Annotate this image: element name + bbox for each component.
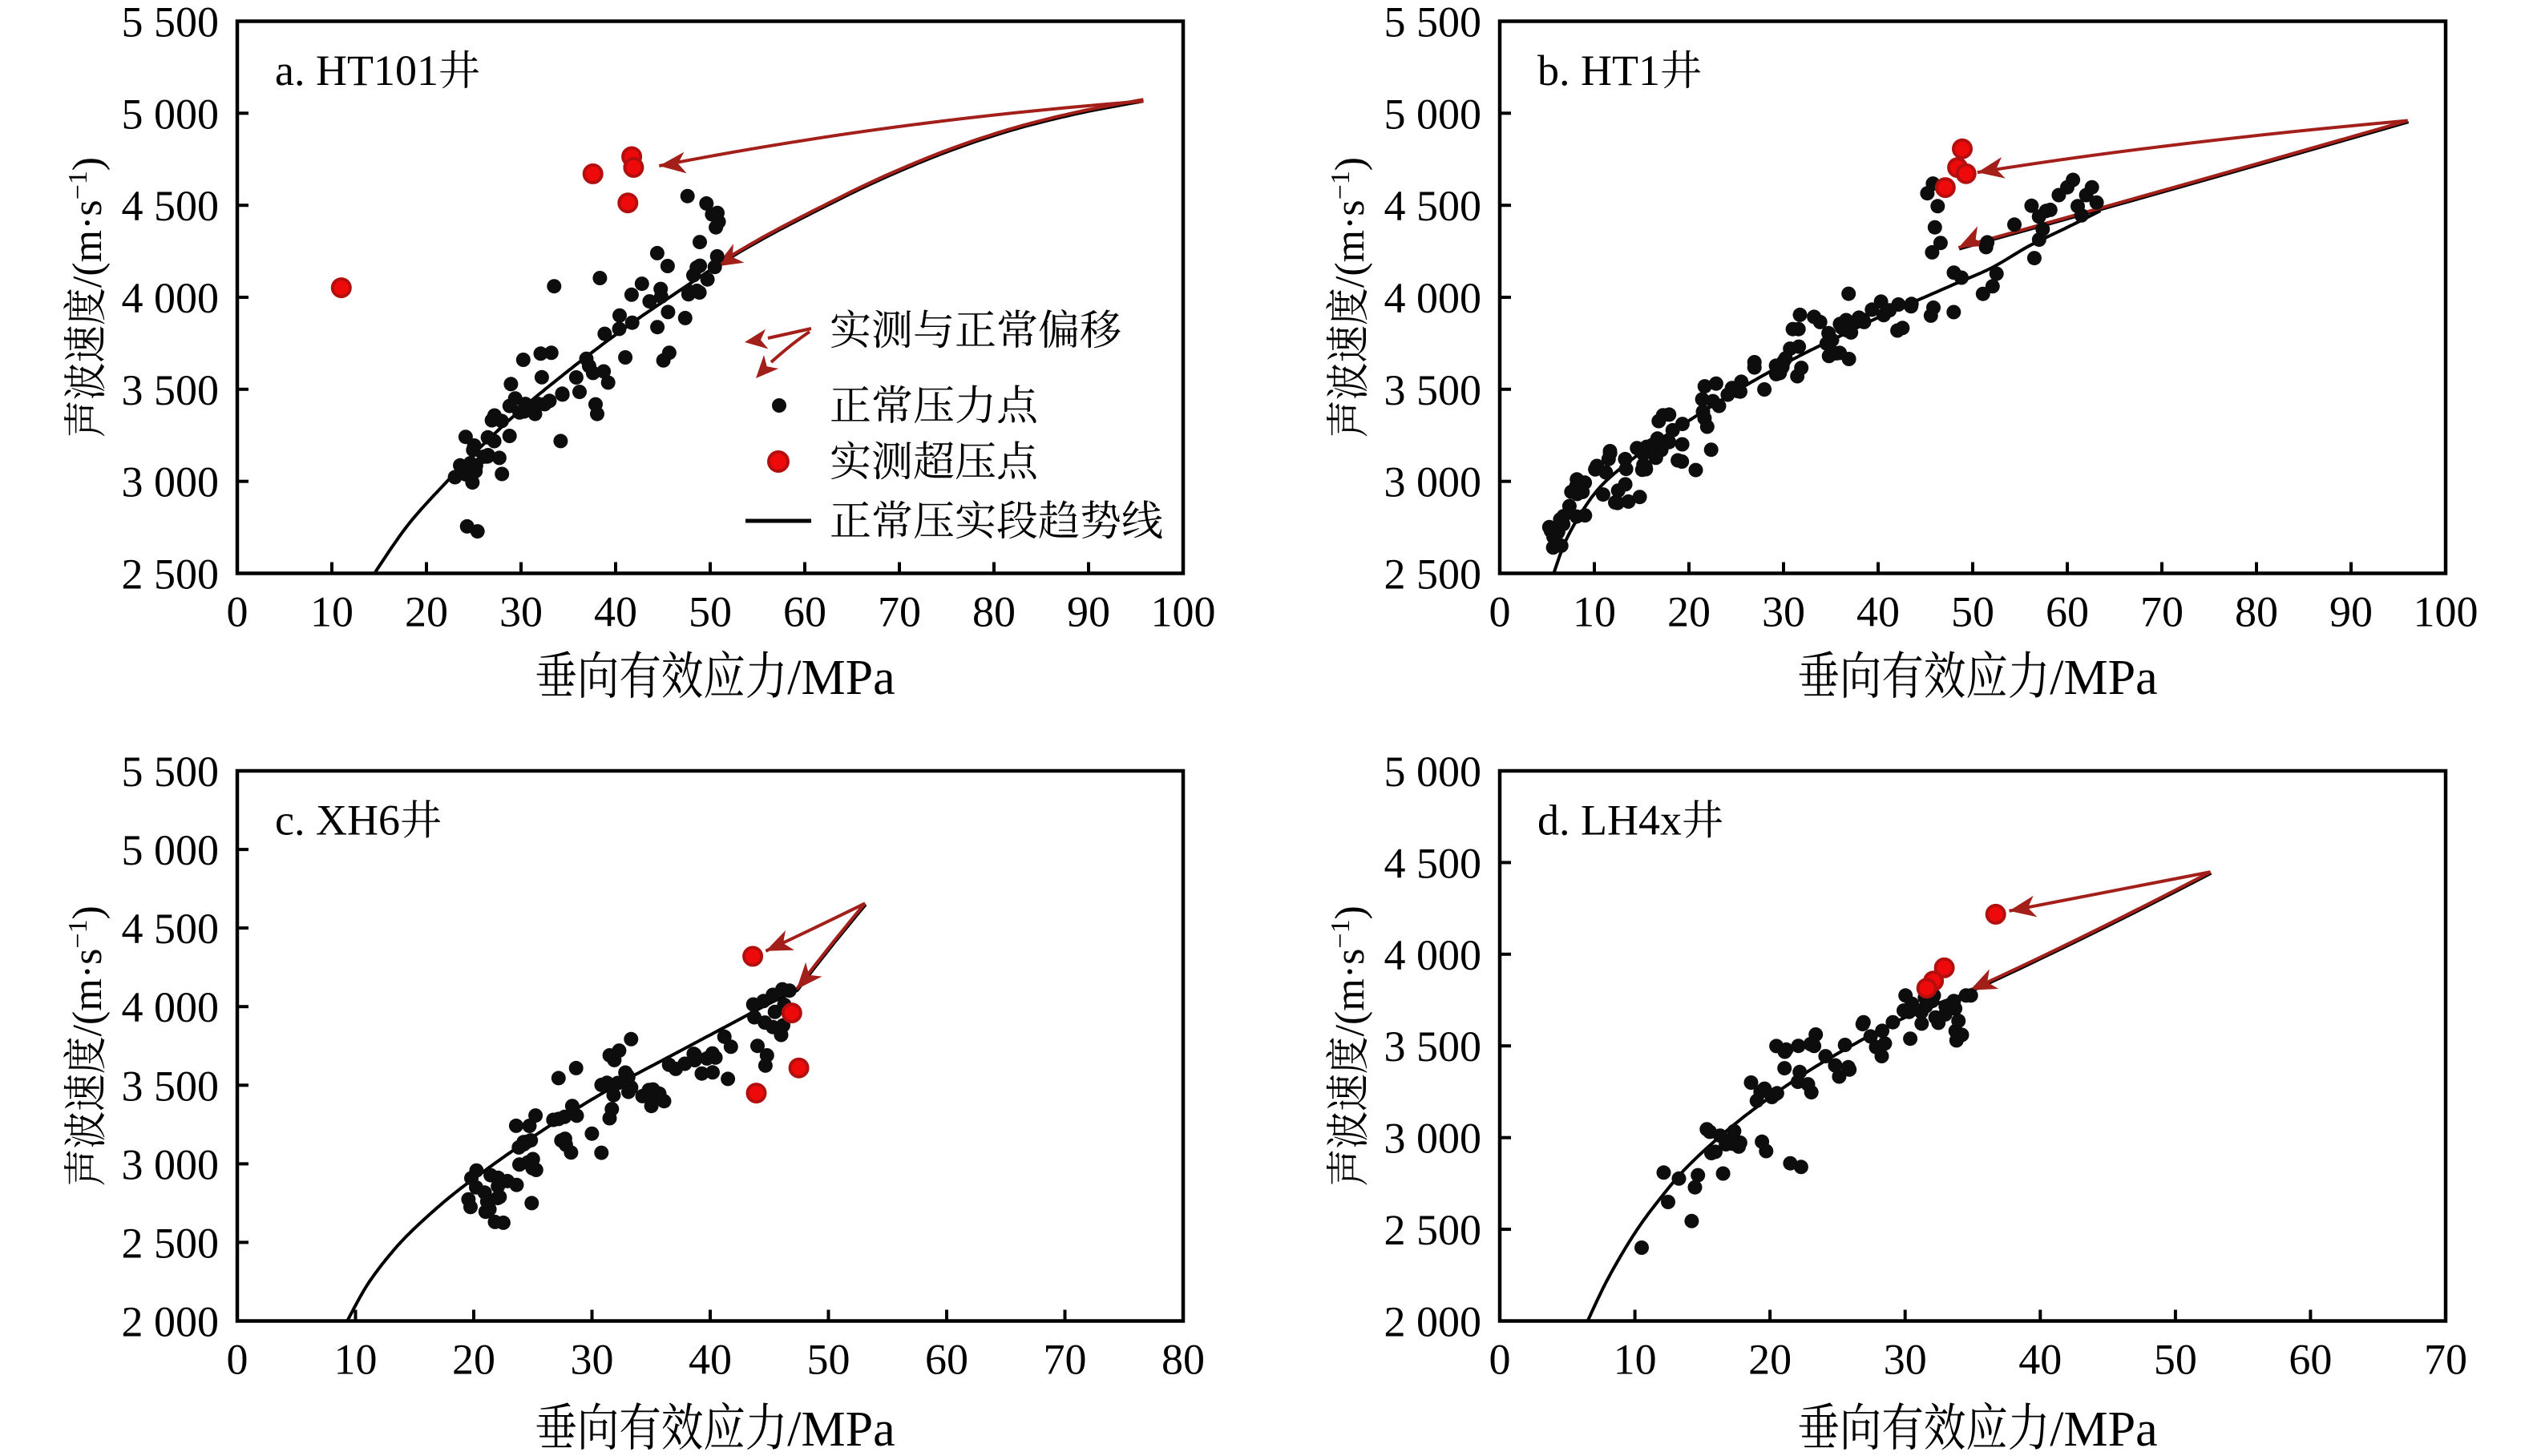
svg-text:50: 50 bbox=[1951, 588, 1994, 636]
svg-text:100: 100 bbox=[1151, 588, 1216, 636]
svg-text:/MPa: /MPa bbox=[2050, 651, 2157, 705]
svg-text:20: 20 bbox=[405, 588, 448, 636]
svg-text:10: 10 bbox=[334, 1336, 378, 1384]
svg-text:3 000: 3 000 bbox=[122, 458, 220, 506]
svg-text:10: 10 bbox=[310, 588, 354, 636]
svg-text:0: 0 bbox=[227, 588, 248, 636]
svg-text:2 500: 2 500 bbox=[1384, 551, 1482, 599]
svg-text:60: 60 bbox=[2046, 588, 2089, 636]
svg-text:4 500: 4 500 bbox=[122, 905, 220, 953]
svg-text:−1: −1 bbox=[1326, 919, 1355, 948]
svg-text:40: 40 bbox=[689, 1336, 732, 1384]
svg-text:−1: −1 bbox=[63, 919, 93, 948]
svg-text:3 500: 3 500 bbox=[122, 1062, 220, 1110]
svg-text:5 500: 5 500 bbox=[1384, 0, 1482, 46]
svg-text:3 000: 3 000 bbox=[1384, 458, 1482, 506]
svg-text:30: 30 bbox=[571, 1336, 614, 1384]
svg-text:): ) bbox=[65, 157, 111, 171]
svg-text:3 500: 3 500 bbox=[122, 366, 220, 414]
svg-text:40: 40 bbox=[594, 588, 637, 636]
svg-text:−1: −1 bbox=[63, 171, 93, 200]
svg-text:80: 80 bbox=[1162, 1336, 1205, 1384]
svg-text:4 500: 4 500 bbox=[122, 182, 220, 230]
svg-text:30: 30 bbox=[1884, 1336, 1927, 1384]
svg-text:a. HT101: a. HT101 bbox=[275, 46, 438, 95]
svg-text:3 500: 3 500 bbox=[1384, 1022, 1482, 1071]
svg-text:60: 60 bbox=[925, 1336, 968, 1384]
svg-text:): ) bbox=[65, 905, 111, 919]
svg-text:): ) bbox=[1327, 905, 1373, 919]
svg-text:70: 70 bbox=[2140, 588, 2184, 636]
svg-text:/(m·s: /(m·s bbox=[65, 949, 111, 1037]
svg-text:4 000: 4 000 bbox=[122, 983, 220, 1031]
svg-text:30: 30 bbox=[499, 588, 543, 636]
svg-text:10: 10 bbox=[1573, 588, 1616, 636]
svg-text:5 000: 5 000 bbox=[122, 826, 220, 874]
svg-text:50: 50 bbox=[2154, 1336, 2197, 1384]
svg-text:20: 20 bbox=[452, 1336, 495, 1384]
svg-text:80: 80 bbox=[2235, 588, 2278, 636]
svg-text:20: 20 bbox=[1667, 588, 1711, 636]
svg-text:0: 0 bbox=[1489, 1336, 1511, 1384]
svg-text:90: 90 bbox=[2329, 588, 2373, 636]
svg-text:4 000: 4 000 bbox=[1384, 931, 1482, 979]
svg-text:5 500: 5 500 bbox=[122, 0, 220, 46]
svg-text:40: 40 bbox=[1856, 588, 1900, 636]
svg-text:10: 10 bbox=[1614, 1336, 1657, 1384]
svg-text:4 500: 4 500 bbox=[1384, 839, 1482, 887]
svg-text:/MPa: /MPa bbox=[787, 1402, 895, 1452]
svg-text:3 000: 3 000 bbox=[1384, 1115, 1482, 1163]
svg-text:/MPa: /MPa bbox=[787, 651, 895, 705]
svg-text:50: 50 bbox=[807, 1336, 850, 1384]
svg-text:5 000: 5 000 bbox=[122, 90, 220, 138]
svg-text:0: 0 bbox=[1489, 588, 1511, 636]
svg-text:60: 60 bbox=[783, 588, 826, 636]
svg-text:70: 70 bbox=[1044, 1336, 1087, 1384]
svg-text:2 500: 2 500 bbox=[122, 1219, 220, 1267]
svg-text:c. XH6: c. XH6 bbox=[275, 797, 400, 845]
svg-text:30: 30 bbox=[1762, 588, 1805, 636]
svg-text:2 000: 2 000 bbox=[122, 1298, 220, 1346]
svg-text:/(m·s: /(m·s bbox=[65, 200, 111, 288]
svg-text:5 000: 5 000 bbox=[1384, 90, 1482, 138]
svg-text:20: 20 bbox=[1748, 1336, 1792, 1384]
svg-text:): ) bbox=[1327, 157, 1373, 171]
svg-text:3 000: 3 000 bbox=[122, 1140, 220, 1188]
svg-text:/(m·s: /(m·s bbox=[1327, 200, 1373, 288]
svg-text:40: 40 bbox=[2018, 1336, 2062, 1384]
svg-text:60: 60 bbox=[2289, 1336, 2332, 1384]
svg-text:b. HT1: b. HT1 bbox=[1537, 46, 1660, 95]
svg-text:2 000: 2 000 bbox=[1384, 1298, 1482, 1346]
svg-text:100: 100 bbox=[2414, 588, 2479, 636]
svg-text:5 000: 5 000 bbox=[1384, 748, 1482, 796]
svg-text:/MPa: /MPa bbox=[2050, 1402, 2157, 1452]
svg-text:70: 70 bbox=[2424, 1336, 2467, 1384]
svg-text:50: 50 bbox=[689, 588, 732, 636]
svg-text:4 000: 4 000 bbox=[122, 274, 220, 322]
svg-text:70: 70 bbox=[878, 588, 921, 636]
svg-text:0: 0 bbox=[227, 1336, 248, 1384]
svg-text:90: 90 bbox=[1067, 588, 1110, 636]
svg-text:5 500: 5 500 bbox=[122, 748, 220, 796]
svg-text:2 500: 2 500 bbox=[1384, 1206, 1482, 1254]
svg-text:2 500: 2 500 bbox=[122, 551, 220, 599]
svg-text:−1: −1 bbox=[1326, 171, 1355, 200]
svg-text:d. LH4x: d. LH4x bbox=[1537, 797, 1682, 845]
svg-text:4 000: 4 000 bbox=[1384, 274, 1482, 322]
svg-text:4 500: 4 500 bbox=[1384, 182, 1482, 230]
svg-text:3 500: 3 500 bbox=[1384, 366, 1482, 414]
svg-text:/(m·s: /(m·s bbox=[1327, 949, 1373, 1037]
svg-text:80: 80 bbox=[972, 588, 1016, 636]
